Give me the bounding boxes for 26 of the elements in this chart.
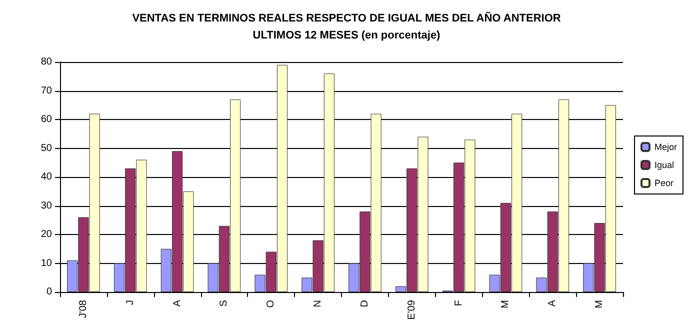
y-tick-label: 60	[40, 114, 52, 125]
y-tick-label: 80	[40, 56, 52, 68]
y-tick-label: 0	[46, 286, 52, 298]
y-tick-label: 40	[40, 172, 52, 182]
x-tick-label: F	[453, 300, 464, 306]
y-tick-label: 50	[40, 142, 52, 154]
x-tick-label: A	[172, 300, 183, 307]
x-tick-label: J	[124, 300, 136, 305]
x-tick-label: S	[218, 300, 230, 307]
y-tick-label: 30	[40, 200, 52, 212]
x-tick-label: N	[312, 300, 324, 308]
legend-label: Mejor	[654, 142, 678, 152]
x-tick-label: O	[266, 300, 277, 308]
x-tick-label: E'09	[406, 300, 418, 320]
x-tick-label: M	[594, 300, 606, 308]
chart-subtitle: ULTIMOS 12 MESES (en porcentaje)	[252, 30, 441, 42]
legend-label: Igual	[654, 160, 674, 170]
y-tick-label: 70	[40, 85, 52, 96]
chart-title: VENTAS EN TERMINOS REALES RESPECTO DE IGUAL MES DEL AÑO ANTERIOR	[132, 12, 561, 24]
y-tick-label: 20	[40, 229, 52, 240]
y-tick-label: 10	[40, 258, 52, 269]
x-tick-label: J'08	[78, 300, 89, 318]
legend-label: Peor	[654, 178, 674, 188]
x-tick-label: D	[359, 300, 370, 308]
x-tick-label: M	[500, 300, 512, 308]
x-tick-label: A	[547, 300, 558, 307]
